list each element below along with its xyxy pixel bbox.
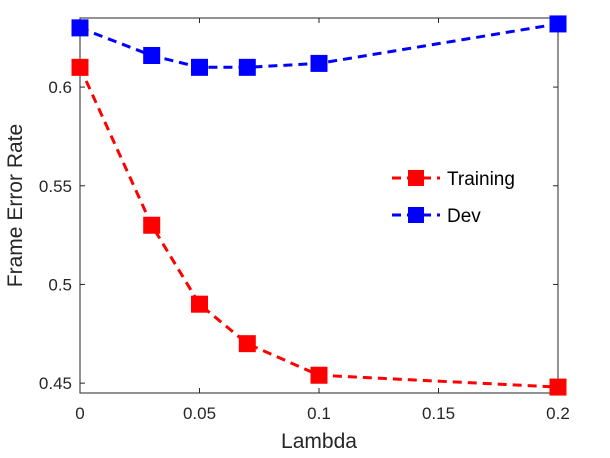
x-tick-label: 0 [75, 404, 84, 423]
series-line-dev [79, 22, 559, 69]
data-point-training [549, 378, 567, 396]
legend-marker-training [408, 170, 424, 186]
legend: Training Dev [392, 169, 515, 227]
x-tick-label: 0.05 [183, 404, 216, 423]
series-layer [71, 15, 567, 396]
data-point-training [143, 216, 161, 234]
data-point-dev [310, 54, 328, 72]
data-point-training [238, 335, 256, 353]
y-tick-label: 0.55 [39, 177, 72, 196]
data-point-training [310, 366, 328, 384]
y-tick-label: 0.5 [48, 275, 72, 294]
data-point-dev [238, 58, 256, 76]
y-axis-ticks: 0.45 0.5 0.55 0.6 [39, 78, 558, 393]
data-point-dev [191, 58, 208, 76]
data-point-training [191, 295, 208, 313]
x-tick-label: 0.15 [422, 404, 455, 423]
data-point-dev [143, 47, 161, 64]
legend-label-training: Training [447, 169, 515, 190]
y-tick-label: 0.6 [48, 78, 72, 97]
y-axis-title: Frame Error Rate [4, 124, 27, 287]
x-tick-label: 0.2 [546, 404, 570, 423]
data-point-dev [549, 15, 567, 33]
y-tick-label: 0.45 [39, 374, 72, 393]
data-point-training [71, 58, 89, 76]
legend-label-dev: Dev [447, 206, 481, 227]
data-point-dev [71, 19, 89, 37]
x-axis-title: Lambda [281, 430, 357, 453]
x-axis-ticks: 0 0.05 0.1 0.15 0.2 [75, 18, 570, 423]
legend-marker-dev [408, 207, 424, 223]
x-tick-label: 0.1 [307, 404, 331, 423]
